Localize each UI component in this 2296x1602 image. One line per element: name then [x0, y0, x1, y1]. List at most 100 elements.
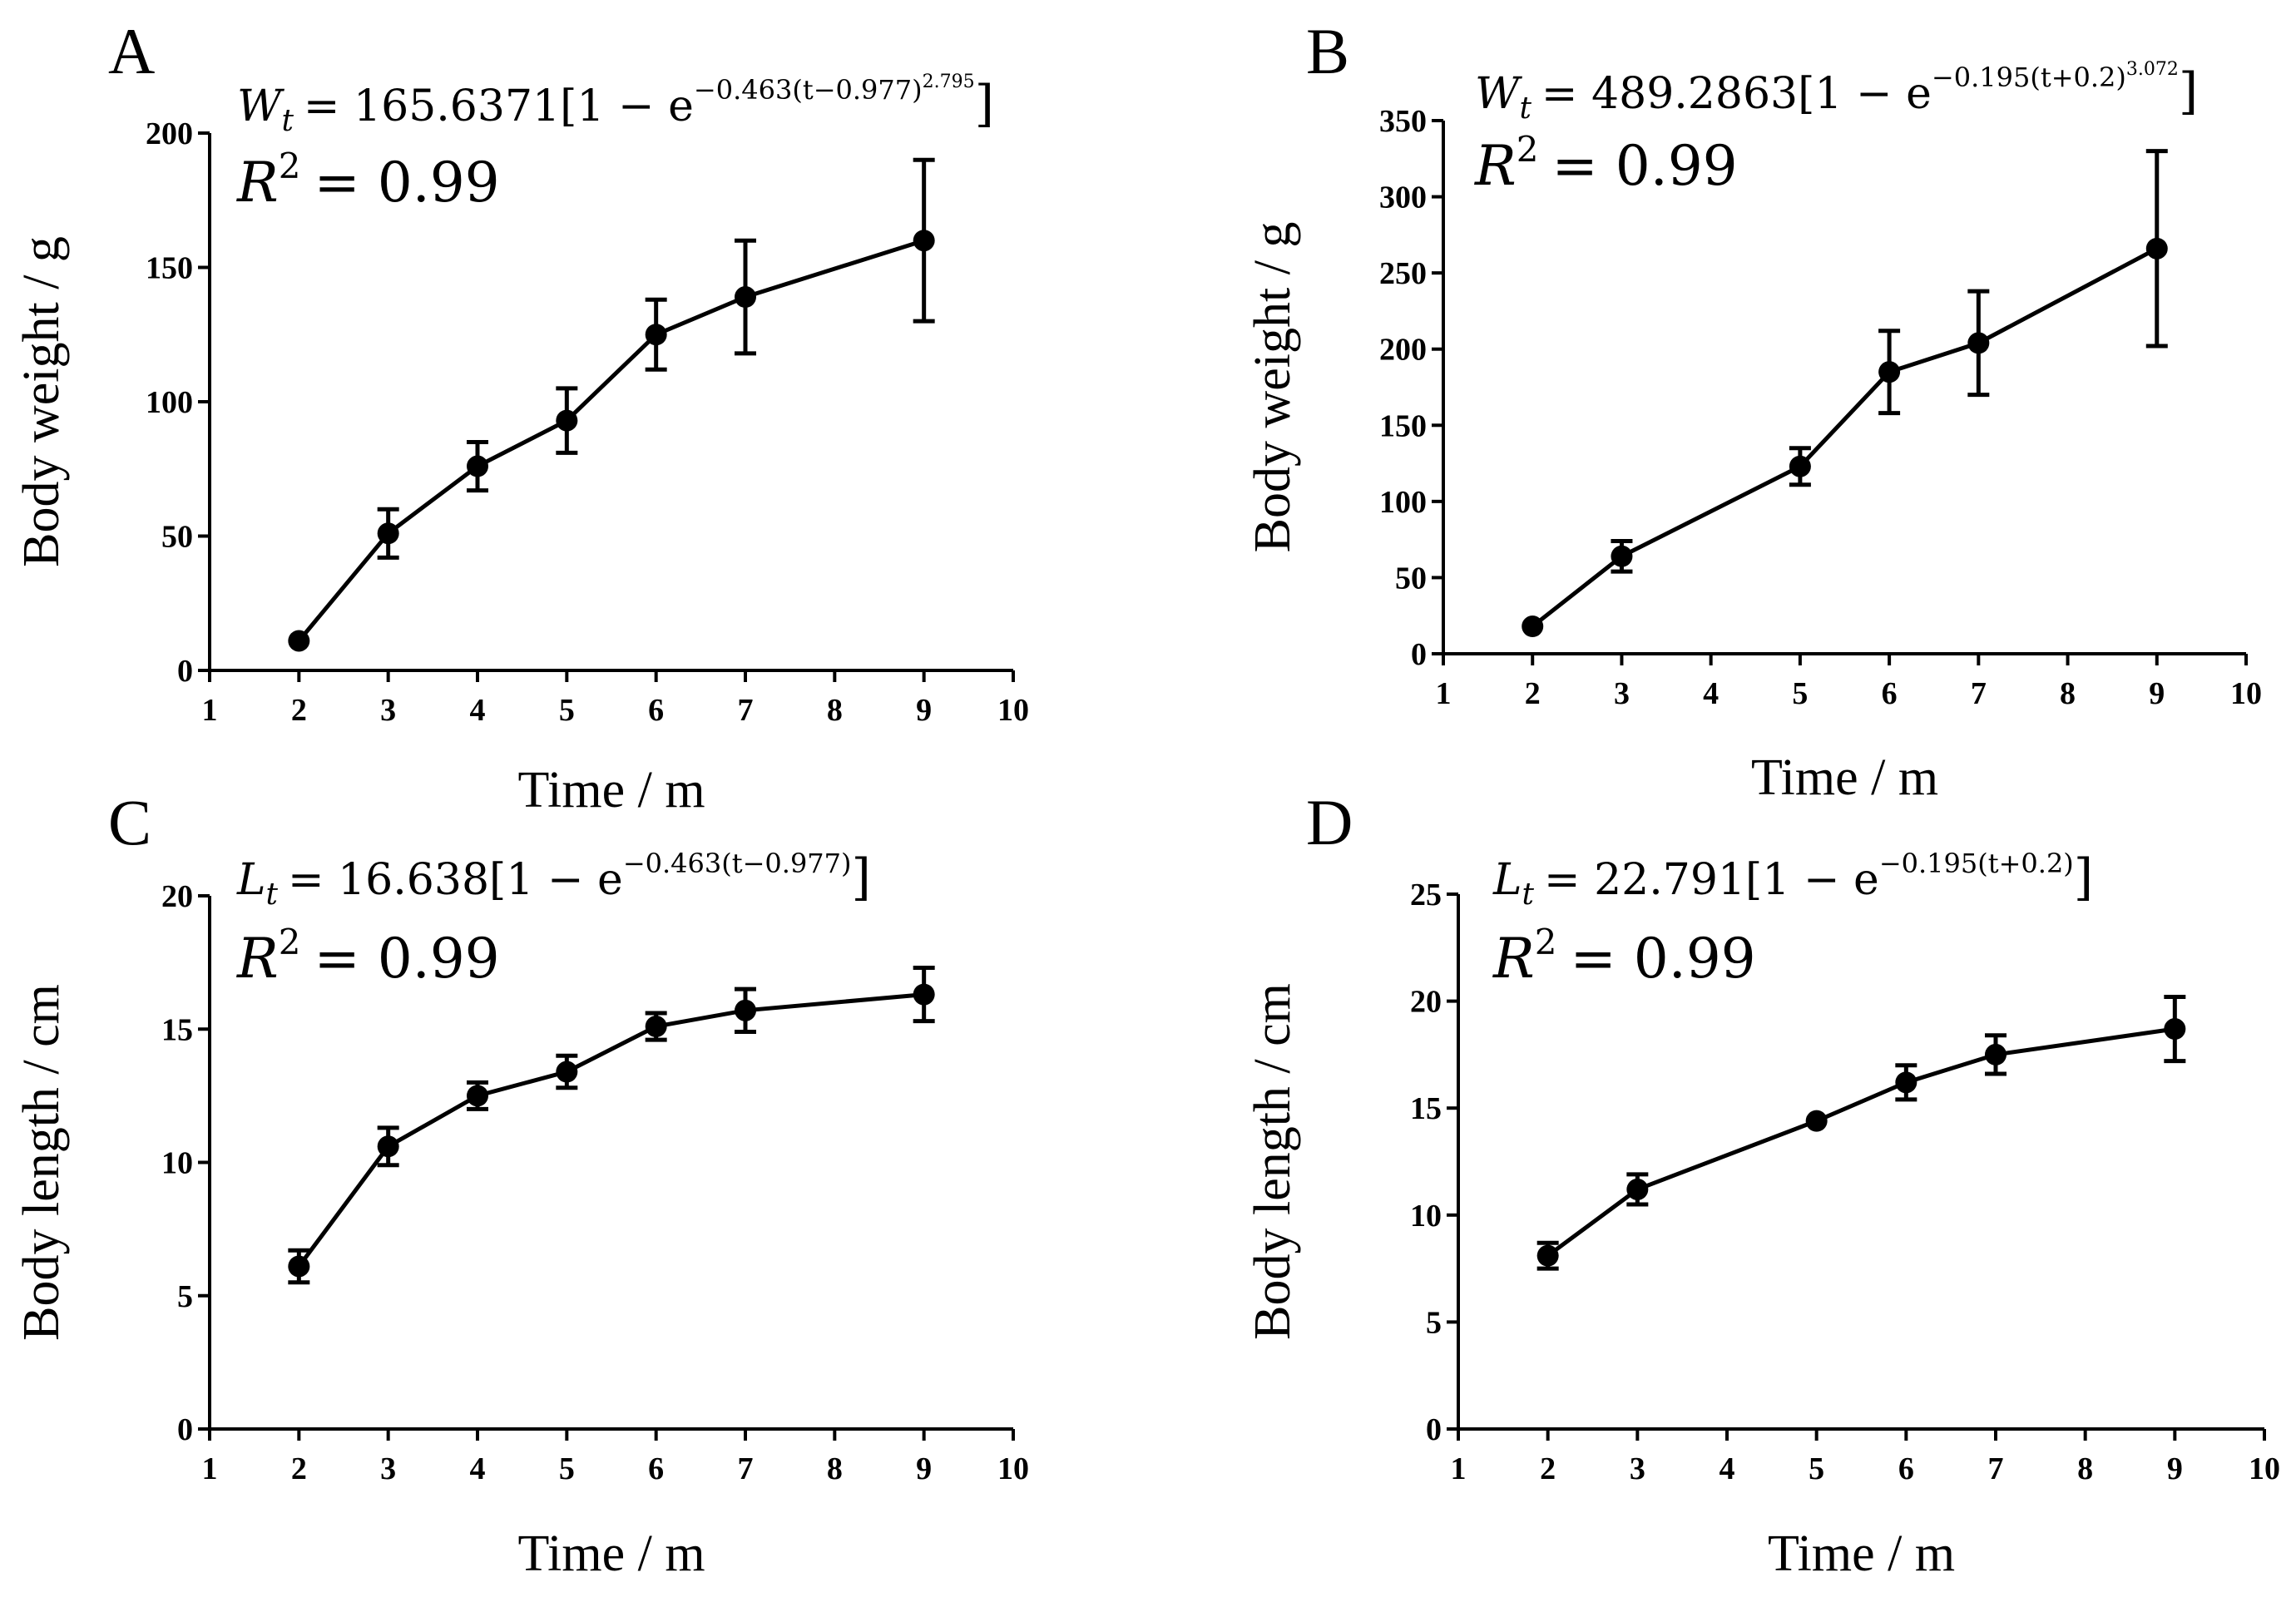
x-tick-label: 3 — [1614, 676, 1630, 711]
x-tick-label: 1 — [1436, 676, 1452, 711]
x-tick-label: 9 — [916, 693, 932, 728]
x-tick-label: 3 — [1630, 1451, 1645, 1486]
y-axis-label: Body weight / g — [1244, 222, 1301, 553]
x-tick-label: 10 — [2249, 1451, 2280, 1486]
equation-body: = 16.638[1 − e — [288, 855, 623, 905]
equation-subscript: t — [1519, 91, 1531, 126]
x-tick-label: 6 — [648, 693, 664, 728]
y-tick-label: 100 — [146, 385, 193, 420]
r-squared: R2 = 0.99 — [236, 922, 500, 991]
y-tick-label: 150 — [1379, 408, 1427, 443]
r-squared-value: = 0.99 — [1570, 927, 1755, 991]
data-point — [735, 999, 756, 1021]
data-point — [377, 1135, 399, 1158]
data-point — [1626, 1178, 1649, 1200]
y-tick-label: 10 — [1410, 1199, 1442, 1234]
x-tick-label: 8 — [2077, 1451, 2093, 1486]
panel-c: C 1 2 3 4 5 6 7 8 9 10 0 5 10 15 20 Time / m Body length … — [13, 786, 1029, 1582]
x-tick-label: 6 — [648, 1451, 664, 1486]
y-axis-label: Body length / cm — [1244, 983, 1301, 1340]
r-squared-value: = 0.99 — [314, 151, 499, 215]
data-point — [1536, 1244, 1559, 1267]
data-point — [1805, 1110, 1828, 1132]
x-tick-label: 8 — [827, 1451, 843, 1486]
equation: Lt = 22.791[1 − e−0.195(t+0.2)] — [1492, 848, 2093, 912]
equation: Lt = 16.638[1 − e−0.463(t−0.977)] — [236, 848, 871, 912]
equation-body: = 165.6371[1 − e — [304, 82, 694, 131]
x-tick-label: 3 — [380, 693, 396, 728]
x-tick-label: 5 — [1792, 676, 1808, 711]
y-tick-label: 250 — [1379, 256, 1427, 291]
y-tick-label: 0 — [1426, 1412, 1442, 1447]
y-tick-label: 50 — [1395, 561, 1427, 596]
data-point — [645, 1016, 667, 1038]
y-tick-label: 15 — [161, 1012, 193, 1047]
r-squared-power: 2 — [279, 922, 301, 962]
x-tick-label: 5 — [559, 693, 575, 728]
equation-exponent-power: 3.072 — [2126, 59, 2179, 80]
x-tick-label: 9 — [916, 1451, 932, 1486]
y-tick-label: 5 — [1426, 1305, 1442, 1340]
x-tick-label: 9 — [2167, 1451, 2183, 1486]
panel-label: B — [1306, 15, 1349, 87]
data-point — [1985, 1043, 2007, 1066]
x-tick-label: 2 — [291, 1451, 307, 1486]
y-tick-label: 0 — [177, 654, 193, 689]
x-tick-label: 9 — [2149, 676, 2165, 711]
y-tick-label: 200 — [1379, 333, 1427, 368]
y-axis-label: Body length / cm — [13, 984, 70, 1341]
y-tick-label: 20 — [1410, 985, 1442, 1020]
x-tick-label: 3 — [380, 1451, 396, 1486]
equation-exponent: −0.195(t+0.2) — [1932, 62, 2126, 93]
x-axis-label: Time / m — [1751, 749, 1938, 806]
x-tick-label: 10 — [997, 693, 1029, 728]
y-tick-label: 200 — [146, 116, 193, 151]
data-point — [1878, 361, 1901, 383]
y-tick-label: 350 — [1379, 104, 1427, 139]
r-squared-value: = 0.99 — [1551, 134, 1737, 198]
x-tick-label: 8 — [827, 693, 843, 728]
x-tick-label: 7 — [738, 693, 754, 728]
x-tick-label: 7 — [1988, 1451, 2004, 1486]
equation-subscript: t — [266, 878, 279, 912]
r-squared-power: 2 — [1535, 922, 1557, 962]
series-line — [297, 238, 925, 643]
x-tick-label: 4 — [1720, 1451, 1735, 1486]
r-squared-symbol: R — [236, 151, 279, 215]
data-point — [467, 455, 488, 477]
x-axis-label: Time / m — [517, 762, 705, 818]
equation-close: ] — [2179, 62, 2198, 121]
data-point — [556, 1061, 578, 1083]
data-point — [913, 983, 935, 1006]
r-squared-symbol: R — [236, 927, 279, 991]
x-tick-label: 5 — [559, 1451, 575, 1486]
equation-subscript: t — [281, 104, 294, 138]
x-tick-label: 6 — [1898, 1451, 1914, 1486]
r-squared-symbol: R — [1492, 927, 1535, 991]
equation-close: ] — [852, 848, 871, 907]
x-tick-label: 7 — [1971, 676, 1987, 711]
r-squared-symbol: R — [1474, 134, 1517, 198]
x-tick-label: 1 — [202, 1451, 218, 1486]
data-point — [913, 230, 935, 252]
data-point — [377, 522, 399, 545]
y-tick-label: 0 — [1411, 637, 1427, 672]
x-tick-label: 7 — [738, 1451, 754, 1486]
y-tick-label: 300 — [1379, 180, 1427, 215]
panel-label: C — [108, 786, 151, 858]
data-point — [1789, 455, 1811, 477]
r-squared: R2 = 0.99 — [1492, 922, 1756, 991]
equation: Wt = 165.6371[1 − e−0.463(t−0.977)2.795] — [237, 72, 994, 138]
data-point — [1967, 332, 1990, 354]
data-point — [645, 324, 667, 346]
x-tick-label: 2 — [1540, 1451, 1556, 1486]
equation-body: = 489.2863[1 − e — [1541, 69, 1932, 119]
x-axis-label: Time / m — [1768, 1525, 1955, 1582]
x-tick-label: 10 — [997, 1451, 1029, 1486]
equation-lhs: W — [237, 82, 285, 131]
y-tick-label: 5 — [177, 1279, 193, 1314]
series-line — [1546, 1026, 2175, 1258]
